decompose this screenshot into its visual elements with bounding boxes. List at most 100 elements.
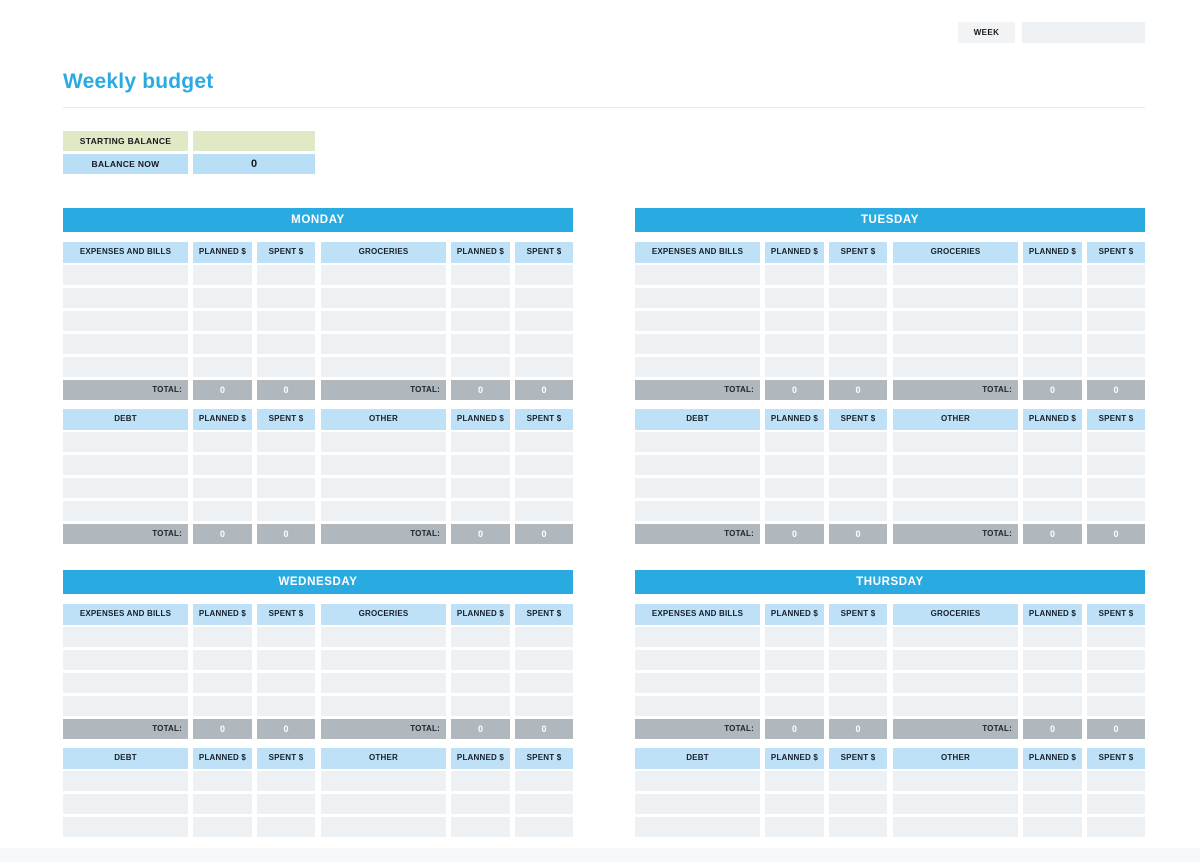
spent-input-cell[interactable] bbox=[829, 478, 887, 498]
item-input-cell[interactable] bbox=[321, 311, 446, 331]
planned-input-cell[interactable] bbox=[1023, 311, 1082, 331]
spent-input-cell[interactable] bbox=[1087, 357, 1145, 377]
spent-input-cell[interactable] bbox=[1087, 478, 1145, 498]
spent-input-cell[interactable] bbox=[829, 673, 887, 693]
planned-input-cell[interactable] bbox=[1023, 817, 1082, 837]
spent-input-cell[interactable] bbox=[829, 771, 887, 791]
spent-input-cell[interactable] bbox=[515, 357, 573, 377]
planned-input-cell[interactable] bbox=[765, 771, 824, 791]
item-input-cell[interactable] bbox=[635, 311, 760, 331]
item-input-cell[interactable] bbox=[635, 357, 760, 377]
planned-input-cell[interactable] bbox=[451, 357, 510, 377]
planned-input-cell[interactable] bbox=[451, 432, 510, 452]
planned-input-cell[interactable] bbox=[193, 696, 252, 716]
item-input-cell[interactable] bbox=[321, 265, 446, 285]
spent-input-cell[interactable] bbox=[257, 455, 315, 475]
item-input-cell[interactable] bbox=[893, 334, 1018, 354]
item-input-cell[interactable] bbox=[321, 817, 446, 837]
spent-input-cell[interactable] bbox=[515, 817, 573, 837]
planned-input-cell[interactable] bbox=[193, 771, 252, 791]
planned-input-cell[interactable] bbox=[765, 432, 824, 452]
item-input-cell[interactable] bbox=[63, 455, 188, 475]
planned-input-cell[interactable] bbox=[1023, 478, 1082, 498]
item-input-cell[interactable] bbox=[63, 357, 188, 377]
item-input-cell[interactable] bbox=[63, 627, 188, 647]
planned-input-cell[interactable] bbox=[1023, 288, 1082, 308]
spent-input-cell[interactable] bbox=[515, 478, 573, 498]
planned-input-cell[interactable] bbox=[1023, 334, 1082, 354]
item-input-cell[interactable] bbox=[63, 501, 188, 521]
item-input-cell[interactable] bbox=[893, 794, 1018, 814]
planned-input-cell[interactable] bbox=[765, 627, 824, 647]
planned-input-cell[interactable] bbox=[1023, 794, 1082, 814]
item-input-cell[interactable] bbox=[635, 650, 760, 670]
item-input-cell[interactable] bbox=[893, 455, 1018, 475]
planned-input-cell[interactable] bbox=[451, 696, 510, 716]
planned-input-cell[interactable] bbox=[193, 265, 252, 285]
item-input-cell[interactable] bbox=[893, 432, 1018, 452]
item-input-cell[interactable] bbox=[635, 432, 760, 452]
item-input-cell[interactable] bbox=[63, 334, 188, 354]
planned-input-cell[interactable] bbox=[765, 334, 824, 354]
item-input-cell[interactable] bbox=[63, 311, 188, 331]
spent-input-cell[interactable] bbox=[1087, 696, 1145, 716]
planned-input-cell[interactable] bbox=[193, 627, 252, 647]
planned-input-cell[interactable] bbox=[193, 478, 252, 498]
week-input[interactable] bbox=[1022, 22, 1145, 43]
spent-input-cell[interactable] bbox=[515, 696, 573, 716]
item-input-cell[interactable] bbox=[321, 501, 446, 521]
spent-input-cell[interactable] bbox=[1087, 673, 1145, 693]
item-input-cell[interactable] bbox=[635, 334, 760, 354]
item-input-cell[interactable] bbox=[63, 794, 188, 814]
planned-input-cell[interactable] bbox=[451, 794, 510, 814]
item-input-cell[interactable] bbox=[321, 455, 446, 475]
planned-input-cell[interactable] bbox=[451, 455, 510, 475]
spent-input-cell[interactable] bbox=[829, 794, 887, 814]
spent-input-cell[interactable] bbox=[1087, 627, 1145, 647]
planned-input-cell[interactable] bbox=[193, 357, 252, 377]
planned-input-cell[interactable] bbox=[1023, 696, 1082, 716]
spent-input-cell[interactable] bbox=[829, 357, 887, 377]
spent-input-cell[interactable] bbox=[515, 501, 573, 521]
item-input-cell[interactable] bbox=[321, 627, 446, 647]
spent-input-cell[interactable] bbox=[1087, 311, 1145, 331]
spent-input-cell[interactable] bbox=[257, 627, 315, 647]
item-input-cell[interactable] bbox=[63, 432, 188, 452]
spent-input-cell[interactable] bbox=[515, 673, 573, 693]
item-input-cell[interactable] bbox=[321, 696, 446, 716]
planned-input-cell[interactable] bbox=[451, 288, 510, 308]
spent-input-cell[interactable] bbox=[1087, 501, 1145, 521]
spent-input-cell[interactable] bbox=[257, 265, 315, 285]
item-input-cell[interactable] bbox=[321, 334, 446, 354]
item-input-cell[interactable] bbox=[635, 817, 760, 837]
spent-input-cell[interactable] bbox=[829, 696, 887, 716]
planned-input-cell[interactable] bbox=[451, 771, 510, 791]
spent-input-cell[interactable] bbox=[257, 771, 315, 791]
planned-input-cell[interactable] bbox=[1023, 501, 1082, 521]
spent-input-cell[interactable] bbox=[1087, 455, 1145, 475]
item-input-cell[interactable] bbox=[893, 817, 1018, 837]
item-input-cell[interactable] bbox=[893, 478, 1018, 498]
spent-input-cell[interactable] bbox=[515, 650, 573, 670]
spent-input-cell[interactable] bbox=[257, 696, 315, 716]
item-input-cell[interactable] bbox=[893, 627, 1018, 647]
spent-input-cell[interactable] bbox=[1087, 650, 1145, 670]
planned-input-cell[interactable] bbox=[1023, 650, 1082, 670]
spent-input-cell[interactable] bbox=[515, 265, 573, 285]
spent-input-cell[interactable] bbox=[257, 432, 315, 452]
item-input-cell[interactable] bbox=[63, 817, 188, 837]
planned-input-cell[interactable] bbox=[451, 334, 510, 354]
item-input-cell[interactable] bbox=[635, 794, 760, 814]
spent-input-cell[interactable] bbox=[1087, 334, 1145, 354]
item-input-cell[interactable] bbox=[893, 650, 1018, 670]
item-input-cell[interactable] bbox=[63, 478, 188, 498]
spent-input-cell[interactable] bbox=[515, 455, 573, 475]
spent-input-cell[interactable] bbox=[257, 478, 315, 498]
spent-input-cell[interactable] bbox=[515, 432, 573, 452]
planned-input-cell[interactable] bbox=[451, 311, 510, 331]
starting-balance-input[interactable] bbox=[193, 131, 315, 151]
spent-input-cell[interactable] bbox=[515, 288, 573, 308]
item-input-cell[interactable] bbox=[893, 501, 1018, 521]
item-input-cell[interactable] bbox=[893, 357, 1018, 377]
planned-input-cell[interactable] bbox=[765, 311, 824, 331]
